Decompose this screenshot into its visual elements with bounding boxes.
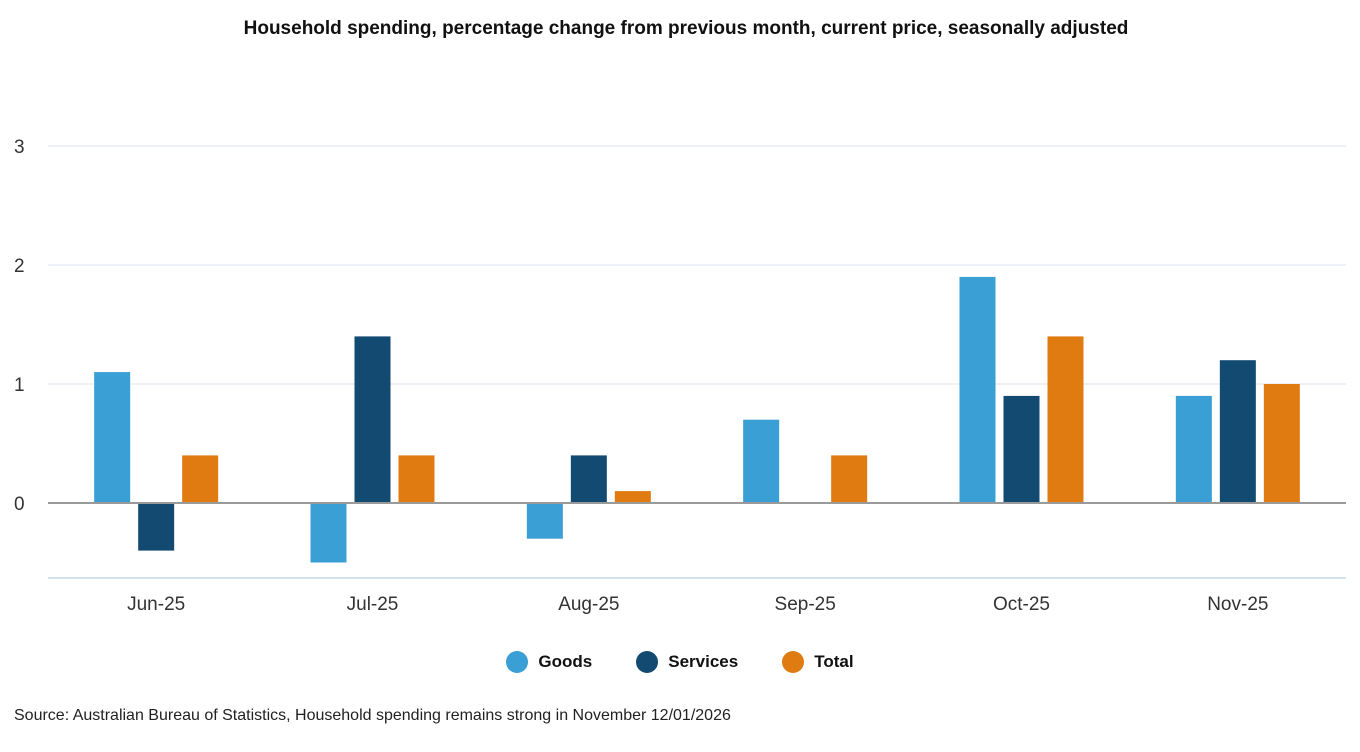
bar-goods-jun-25 bbox=[94, 372, 131, 503]
bar-services-nov-25 bbox=[1219, 360, 1256, 503]
legend-label: Total bbox=[814, 652, 854, 671]
x-tick-label: Sep-25 bbox=[775, 594, 836, 615]
legend-swatch-services bbox=[636, 651, 659, 673]
chart-title: Household spending, percentage change fr… bbox=[243, 18, 1129, 39]
x-tick-label: Jul-25 bbox=[347, 594, 399, 615]
bar-services-jul-25 bbox=[354, 336, 391, 503]
bar-total-nov-25 bbox=[1263, 384, 1300, 503]
bar-services-jun-25 bbox=[138, 503, 175, 551]
legend-item-services[interactable]: Services bbox=[636, 651, 738, 673]
bar-goods-jul-25 bbox=[310, 503, 347, 563]
bar-total-aug-25 bbox=[614, 491, 651, 503]
source-note: Source: Australian Bureau of Statistics,… bbox=[14, 707, 731, 724]
x-tick-label: Oct-25 bbox=[993, 594, 1050, 615]
bar-total-jun-25 bbox=[182, 455, 219, 503]
y-tick-label: 0 bbox=[14, 494, 25, 515]
bar-services-aug-25 bbox=[570, 455, 607, 503]
legend: Goods Services Total bbox=[0, 651, 1360, 673]
y-tick-label: 1 bbox=[14, 375, 25, 396]
bar-goods-aug-25 bbox=[526, 503, 563, 539]
bar-total-jul-25 bbox=[398, 455, 435, 503]
legend-swatch-goods bbox=[506, 651, 529, 673]
x-tick-label: Jun-25 bbox=[127, 594, 185, 615]
bar-goods-sep-25 bbox=[743, 419, 780, 503]
legend-label: Goods bbox=[538, 652, 593, 671]
legend-item-total[interactable]: Total bbox=[782, 651, 854, 673]
y-tick-label: 3 bbox=[14, 137, 25, 158]
bar-total-oct-25 bbox=[1047, 336, 1084, 503]
y-tick-label: 2 bbox=[14, 256, 25, 277]
bar-goods-oct-25 bbox=[959, 276, 996, 503]
bar-services-oct-25 bbox=[1003, 395, 1040, 503]
legend-label: Services bbox=[668, 652, 739, 671]
legend-item-goods[interactable]: Goods bbox=[506, 651, 592, 673]
x-tick-label: Aug-25 bbox=[558, 594, 619, 615]
legend-swatch-total bbox=[782, 651, 805, 673]
bar-total-sep-25 bbox=[831, 455, 868, 503]
bar-goods-nov-25 bbox=[1175, 395, 1212, 503]
x-tick-label: Nov-25 bbox=[1207, 594, 1268, 615]
